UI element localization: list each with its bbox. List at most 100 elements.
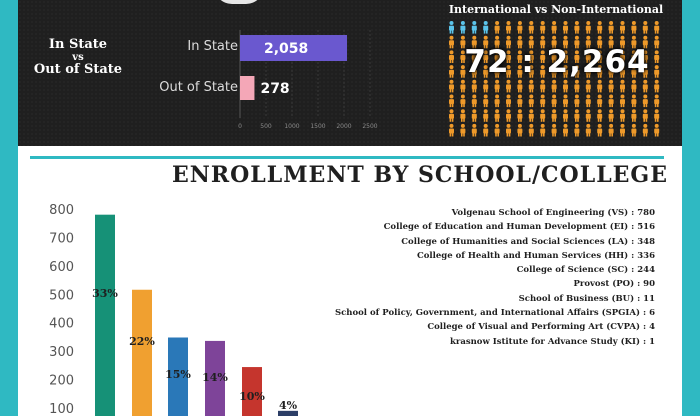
person-icon	[563, 65, 568, 78]
person-leg	[588, 133, 591, 137]
person-body	[585, 69, 591, 75]
person-leg	[657, 59, 659, 63]
person-leg	[495, 133, 497, 137]
person-head	[597, 35, 602, 40]
person-leg	[632, 133, 634, 137]
person-leg	[565, 89, 568, 93]
person-leg	[461, 59, 463, 63]
person-body	[449, 25, 454, 31]
person-leg	[597, 133, 600, 137]
person-head	[483, 35, 488, 40]
bar	[278, 410, 298, 416]
person-body	[620, 40, 625, 46]
person-leg	[597, 89, 600, 93]
person-leg	[449, 118, 452, 122]
person-body	[483, 99, 489, 105]
bar	[95, 214, 115, 416]
person-leg	[472, 30, 474, 34]
person-leg	[463, 118, 465, 122]
person-head	[620, 109, 625, 114]
person-icon	[597, 94, 603, 108]
person-head	[586, 79, 591, 84]
person-leg	[634, 59, 636, 63]
person-icon	[540, 50, 546, 63]
person-head	[449, 50, 454, 55]
person-body	[460, 128, 466, 134]
person-head	[574, 50, 579, 55]
person-body	[631, 128, 637, 134]
person-leg	[657, 89, 659, 93]
person-icon	[631, 109, 637, 122]
person-leg	[518, 59, 520, 63]
person-head	[540, 35, 545, 40]
person-leg	[554, 74, 556, 78]
person-head	[586, 109, 591, 114]
person-leg	[622, 30, 625, 34]
person-icon	[597, 35, 603, 49]
person-leg	[449, 89, 452, 93]
person-body	[460, 40, 466, 46]
person-body	[574, 69, 580, 75]
person-body	[494, 40, 500, 46]
person-leg	[600, 74, 602, 78]
person-leg	[632, 30, 634, 34]
person-leg	[543, 59, 545, 63]
person-icon	[494, 21, 500, 34]
person-leg	[531, 74, 534, 78]
person-leg	[634, 74, 636, 78]
hbar-data-label: 2,058	[264, 41, 308, 57]
person-leg	[474, 30, 477, 34]
person-head	[517, 79, 522, 84]
person-body	[654, 40, 660, 46]
person-head	[517, 65, 522, 70]
person-leg	[620, 30, 623, 34]
person-leg	[531, 30, 534, 34]
person-icon	[506, 50, 511, 63]
person-body	[597, 99, 603, 105]
person-leg	[577, 89, 579, 93]
person-leg	[622, 118, 625, 122]
person-leg	[632, 74, 634, 78]
person-icon	[551, 79, 557, 93]
bar-data-label: 33%	[92, 287, 118, 300]
person-leg	[609, 103, 611, 108]
person-leg	[575, 103, 577, 108]
person-leg	[472, 74, 474, 78]
person-body	[471, 99, 477, 105]
person-leg	[520, 103, 522, 108]
person-body	[654, 113, 660, 119]
person-leg	[563, 103, 566, 108]
person-head	[540, 94, 545, 99]
person-leg	[634, 89, 636, 93]
person-body	[597, 84, 603, 90]
person-icon	[608, 94, 614, 108]
person-head	[574, 35, 579, 40]
person-body	[540, 99, 546, 105]
person-leg	[654, 74, 657, 78]
person-leg	[620, 59, 623, 63]
person-leg	[600, 103, 602, 108]
enrollment-title: ENROLLMENT BY SCHOOL/COLLEGE	[171, 162, 668, 188]
person-leg	[611, 103, 613, 108]
person-leg	[611, 44, 613, 49]
person-body	[483, 113, 489, 119]
person-head	[574, 94, 579, 99]
person-leg	[461, 118, 463, 122]
person-icon	[654, 79, 660, 93]
in-vs-out-title-vs: vs	[72, 52, 84, 63]
person-icon	[483, 35, 489, 49]
person-body	[620, 69, 625, 75]
person-leg	[483, 30, 486, 34]
person-body	[449, 99, 454, 105]
person-icon	[585, 109, 591, 122]
person-head	[654, 65, 659, 70]
person-head	[631, 94, 636, 99]
person-head	[483, 50, 488, 55]
person-body	[597, 113, 603, 119]
person-icon	[597, 65, 603, 78]
person-icon	[494, 65, 500, 78]
person-leg	[654, 44, 657, 49]
person-icon	[551, 65, 557, 78]
person-leg	[622, 103, 625, 108]
person-leg	[575, 44, 577, 49]
